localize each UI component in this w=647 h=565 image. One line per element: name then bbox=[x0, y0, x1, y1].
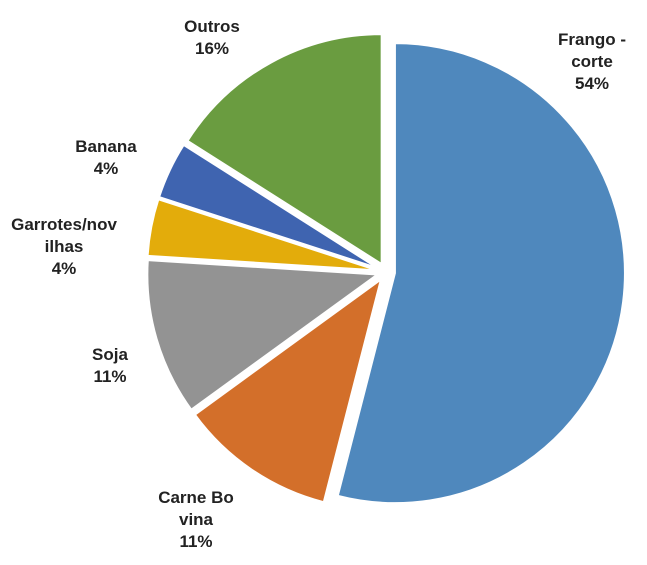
category-label: Soja bbox=[92, 345, 128, 364]
value-label: 54% bbox=[574, 74, 610, 93]
pie-slice bbox=[157, 143, 379, 270]
category-label: Outros bbox=[184, 17, 240, 36]
value-label: 16% bbox=[194, 39, 230, 58]
category-label: Frango - corte bbox=[558, 30, 626, 71]
slice-label: Soja 11% bbox=[80, 344, 140, 388]
slice-label: Carne Bovina 11% bbox=[156, 487, 236, 553]
pie-slice bbox=[146, 259, 381, 412]
category-label: Carne Bovina bbox=[158, 488, 234, 529]
slice-label: Outros 16% bbox=[172, 16, 252, 60]
pie-slice bbox=[336, 42, 626, 505]
pie-slice bbox=[186, 33, 383, 266]
category-label: Garrotes/novilhas bbox=[11, 215, 117, 256]
slice-label: Garrotes/novilhas 4% bbox=[9, 214, 119, 280]
value-label: 11% bbox=[93, 367, 127, 386]
slice-label: Frango - corte 54% bbox=[552, 29, 632, 95]
value-label: 11% bbox=[179, 532, 213, 551]
pie-slice bbox=[193, 277, 383, 504]
value-label: 4% bbox=[93, 159, 119, 178]
slice-label: Banana 4% bbox=[61, 136, 151, 180]
pie-slice bbox=[146, 197, 378, 272]
category-label: Banana bbox=[75, 137, 137, 156]
value-label: 4% bbox=[51, 259, 77, 278]
